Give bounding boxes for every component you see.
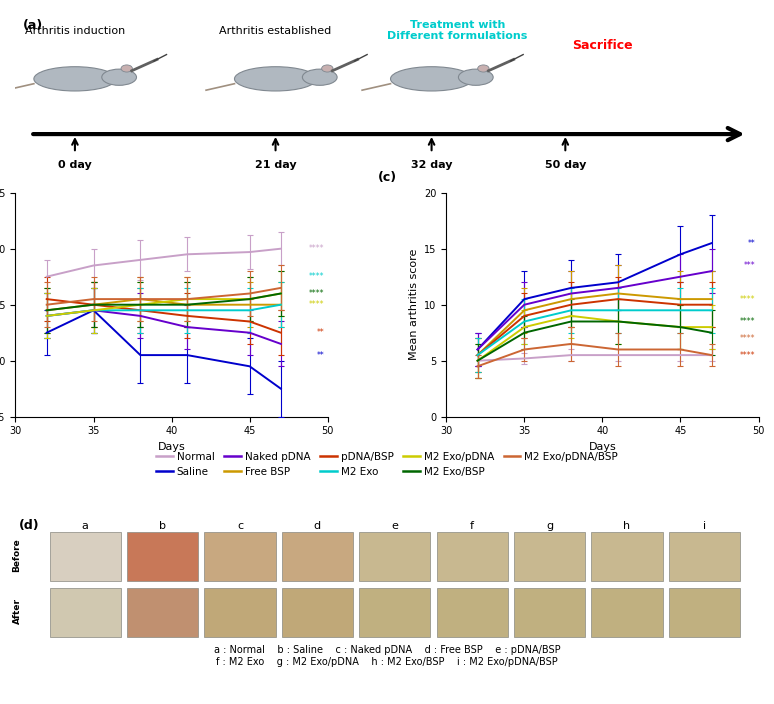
Text: g: g: [546, 521, 553, 531]
Text: f: f: [470, 521, 474, 531]
FancyBboxPatch shape: [50, 588, 121, 636]
Text: **: **: [317, 351, 324, 360]
X-axis label: Days: Days: [588, 442, 616, 452]
Text: Arthritis induction: Arthritis induction: [25, 25, 125, 35]
Text: c: c: [237, 521, 243, 531]
FancyBboxPatch shape: [282, 588, 353, 636]
Text: 21 day: 21 day: [255, 160, 296, 170]
FancyBboxPatch shape: [50, 532, 121, 581]
Text: f : M2 Exo    g : M2 Exo/pDNA    h : M2 Exo/BSP    i : M2 Exo/pDNA/BSP: f : M2 Exo g : M2 Exo/pDNA h : M2 Exo/BS…: [216, 658, 558, 667]
Text: ****: ****: [740, 294, 755, 303]
Text: Sacrifice: Sacrifice: [572, 39, 633, 52]
X-axis label: Days: Days: [158, 442, 186, 452]
FancyBboxPatch shape: [359, 588, 430, 636]
Ellipse shape: [34, 67, 116, 91]
Text: Before: Before: [12, 539, 22, 572]
Text: ****: ****: [309, 289, 324, 298]
Ellipse shape: [478, 65, 489, 72]
Text: (d): (d): [19, 519, 40, 532]
Ellipse shape: [322, 65, 333, 72]
Text: Arthritis established: Arthritis established: [219, 25, 332, 35]
Text: d: d: [313, 521, 321, 531]
Text: **: **: [317, 328, 324, 337]
Text: ****: ****: [309, 300, 324, 309]
Text: ****: ****: [309, 272, 324, 281]
FancyBboxPatch shape: [204, 532, 276, 581]
Legend: Normal, Saline, Naked pDNA, Free BSP, pDNA/BSP, M2 Exo, M2 Exo/pDNA, M2 Exo/BSP,: Normal, Saline, Naked pDNA, Free BSP, pD…: [152, 447, 622, 481]
FancyBboxPatch shape: [669, 588, 740, 636]
Ellipse shape: [101, 69, 136, 85]
FancyBboxPatch shape: [514, 588, 585, 636]
FancyBboxPatch shape: [514, 532, 585, 581]
Text: After: After: [12, 598, 22, 624]
Text: i: i: [703, 521, 706, 531]
FancyBboxPatch shape: [127, 588, 198, 636]
Text: ***: ***: [744, 261, 755, 270]
Text: ****: ****: [740, 317, 755, 326]
Text: **: **: [748, 239, 755, 248]
Ellipse shape: [303, 69, 337, 85]
Text: 32 day: 32 day: [411, 160, 452, 170]
Text: a : Normal    b : Saline    c : Naked pDNA    d : Free BSP    e : pDNA/BSP: a : Normal b : Saline c : Naked pDNA d :…: [214, 645, 560, 655]
FancyBboxPatch shape: [437, 588, 508, 636]
Ellipse shape: [391, 67, 473, 91]
Y-axis label: Mean arthritis score: Mean arthritis score: [409, 249, 419, 360]
FancyBboxPatch shape: [437, 532, 508, 581]
Text: b: b: [159, 521, 166, 531]
Text: h: h: [623, 521, 631, 531]
FancyBboxPatch shape: [669, 532, 740, 581]
Ellipse shape: [235, 67, 317, 91]
FancyBboxPatch shape: [282, 532, 353, 581]
FancyBboxPatch shape: [591, 532, 663, 581]
Text: 0 day: 0 day: [58, 160, 92, 170]
FancyBboxPatch shape: [359, 532, 430, 581]
Text: (a): (a): [23, 19, 43, 32]
Text: ****: ****: [740, 351, 755, 360]
Text: Treatment with
Different formulations: Treatment with Different formulations: [388, 20, 528, 42]
Ellipse shape: [458, 69, 493, 85]
FancyBboxPatch shape: [591, 588, 663, 636]
Text: e: e: [392, 521, 398, 531]
Text: ****: ****: [309, 244, 324, 253]
Text: (c): (c): [378, 171, 397, 184]
Text: ****: ****: [740, 334, 755, 343]
Ellipse shape: [121, 65, 132, 72]
FancyBboxPatch shape: [204, 588, 276, 636]
Text: a: a: [82, 521, 88, 531]
FancyBboxPatch shape: [127, 532, 198, 581]
Text: 50 day: 50 day: [545, 160, 586, 170]
